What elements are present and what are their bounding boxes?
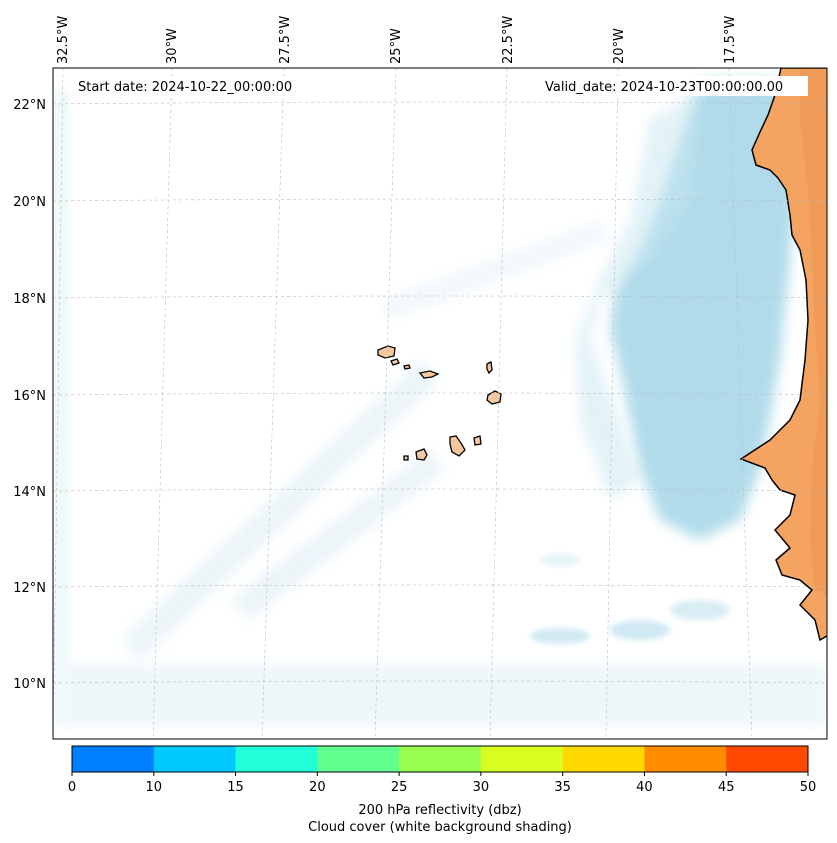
island-fogo [415, 448, 428, 461]
cloud-shading-layer [53, 90, 827, 725]
colorbar-segment [480, 746, 564, 772]
lon-label-17-5: 17.5°W [723, 16, 738, 64]
colorbar-segment [562, 746, 645, 772]
colorbar-label-line2: Cloud cover (white background shading) [308, 820, 572, 835]
colorbar-segment [726, 746, 809, 772]
valid-date-box [540, 76, 808, 96]
lon-label-30: 30°W [165, 28, 180, 64]
map-frame [52, 67, 828, 740]
land-inland-shading [800, 68, 827, 596]
island-maio [473, 435, 482, 446]
cloud-patch-4 [540, 554, 580, 566]
lon-label-25: 25°W [389, 28, 404, 64]
lat-gridline-18 [53, 295, 827, 299]
colorbar-segment [399, 746, 482, 772]
cloud-mass-east [610, 80, 800, 540]
lon-label-20: 20°W [612, 28, 627, 64]
cloud-patch-3 [670, 600, 730, 620]
colorbar-tick-label: 35 [554, 780, 571, 795]
cloud-streak-3 [380, 220, 610, 320]
colorbar-segment [317, 746, 400, 772]
island-brava [403, 455, 409, 461]
lon-gridline-25 [374, 68, 397, 739]
cloud-patch-1 [530, 628, 590, 644]
colorbar-ticks: 0 10 15 20 25 30 35 40 45 50 [68, 772, 816, 795]
colorbar-segments [72, 746, 809, 772]
lon-gridline-32-5 [53, 68, 64, 739]
lon-gridline-20 [605, 68, 619, 739]
colorbar: 0 10 15 20 25 30 35 40 45 50 200 hPa reflectivity… [68, 745, 816, 835]
island-boa-vista [486, 390, 502, 405]
colorbar-tick-label: 20 [309, 780, 326, 795]
lat-gridline-16 [53, 392, 827, 396]
start-date-text: Start date: 2024-10-22_00:00:00 [78, 80, 292, 95]
lon-gridline-30 [152, 68, 173, 739]
colorbar-frame [71, 745, 809, 773]
lat-label-22: 22°N [13, 98, 46, 113]
lat-gridline-12 [53, 584, 827, 588]
lat-label-20: 20°N [13, 195, 46, 210]
colorbar-tick-label: 0 [68, 780, 76, 795]
longitude-labels: 32.5°W 30°W 27.5°W 25°W 22.5°W 20°W 17.5… [56, 16, 738, 64]
colorbar-tick-label: 25 [391, 780, 408, 795]
lat-label-10: 10°N [13, 677, 46, 692]
colorbar-tick-label: 10 [146, 780, 163, 795]
cloud-streak-1 [120, 360, 440, 660]
lon-gridline-17-5 [728, 68, 753, 739]
lat-gridline-20 [53, 198, 827, 202]
cloud-band-bottom [53, 665, 827, 725]
cloud-band-left [53, 90, 69, 720]
lat-label-12: 12°N [13, 581, 46, 596]
colorbar-label-line1: 200 hPa reflectivity (dbz) [358, 803, 521, 818]
latitude-labels: 22°N 20°N 18°N 16°N 14°N 12°N 10°N [13, 98, 46, 692]
lat-gridline-22 [53, 101, 827, 105]
colorbar-tick-label: 45 [718, 780, 735, 795]
map-panel: Start date: 2024-10-22_00:00:00 Valid_da… [53, 68, 827, 739]
island-santa-luzia [403, 364, 411, 370]
gridlines [53, 68, 827, 739]
cloud-streak-2 [230, 450, 445, 620]
cloud-mass-east-edge [575, 90, 700, 500]
colorbar-segment [644, 746, 727, 772]
island-sao-nicolau [418, 370, 440, 379]
lon-label-22-5: 22.5°W [501, 16, 516, 64]
lat-label-14: 14°N [13, 485, 46, 500]
lat-gridline-10 [53, 680, 827, 684]
cape-verde-islands [377, 345, 502, 461]
cloud-patch-2 [610, 620, 670, 640]
island-sal [486, 361, 493, 375]
colorbar-segment [72, 746, 155, 772]
colorbar-segment [153, 746, 237, 772]
lon-label-32-5: 32.5°W [56, 16, 71, 64]
valid-date-text: Valid_date: 2024-10-23T00:00:00.00 [545, 80, 783, 95]
colorbar-tick-label: 50 [800, 780, 817, 795]
colorbar-tick-label: 30 [473, 780, 490, 795]
lon-label-27-5: 27.5°W [278, 16, 293, 64]
start-date-box [70, 76, 316, 96]
lon-gridline-27-5 [261, 68, 285, 739]
west-africa-land [739, 68, 827, 642]
lat-gridline-14 [53, 488, 827, 492]
lat-label-16: 16°N [13, 389, 46, 404]
lon-gridline-22-5 [489, 68, 508, 739]
lat-label-18: 18°N [13, 292, 46, 307]
colorbar-segment [235, 746, 318, 772]
island-sao-vicente [390, 358, 400, 366]
colorbar-tick-label: 40 [636, 780, 653, 795]
island-santo-antao [377, 345, 396, 359]
colorbar-tick-label: 15 [227, 780, 244, 795]
island-santiago [449, 435, 466, 457]
